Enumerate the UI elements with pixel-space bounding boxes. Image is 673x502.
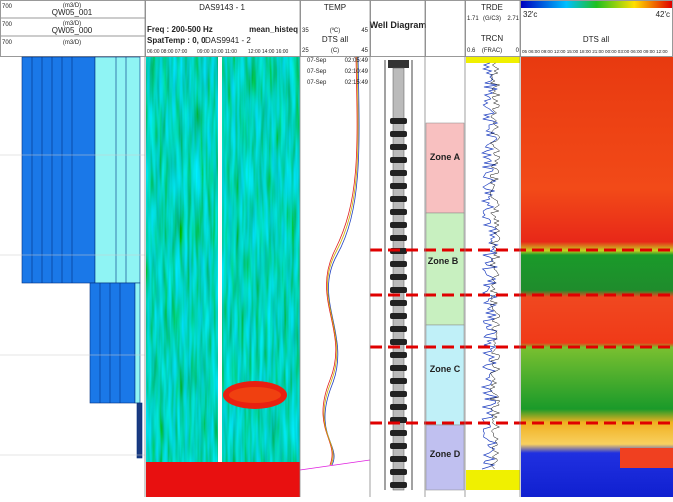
- zone-label: Zone D: [430, 449, 461, 459]
- label: 700: [2, 40, 13, 46]
- das-title: DAS9143 - 1: [199, 3, 245, 12]
- unit: (m3/D): [63, 40, 81, 46]
- zone-label: Zone A: [430, 152, 461, 162]
- trcn-unit: (FRAC): [482, 48, 502, 54]
- packer: [390, 404, 407, 410]
- temp-unit: (C): [331, 48, 339, 54]
- curve-name: QW05_001: [52, 8, 93, 17]
- packer: [390, 222, 407, 228]
- trcn-title: TRCN: [481, 34, 503, 43]
- packer: [390, 170, 407, 176]
- legend-time: 02:05:49: [345, 58, 369, 64]
- trde-fill: [466, 470, 520, 490]
- packer: [390, 209, 407, 215]
- temp-min: 35: [302, 28, 309, 34]
- das-hot: [146, 462, 300, 497]
- legend-date: 07-Sep: [307, 69, 327, 75]
- dts-time: 05 06:00 09:00 12:00 15:00 18:00 21:00 0…: [522, 49, 668, 54]
- legend-date: 07-Sep: [307, 58, 327, 64]
- das-image: [146, 57, 218, 462]
- temp-max: 45: [361, 48, 368, 54]
- dts-title: DTS all: [583, 35, 609, 44]
- colorbar-high: 42'c: [656, 10, 670, 19]
- trde-fill: [466, 57, 520, 63]
- das-spat: SpatTemp : 0, 0: [147, 36, 206, 45]
- zone-label: Zone C: [430, 364, 461, 374]
- dts-heatmap: [521, 57, 673, 497]
- legend-date: 07-Sep: [307, 80, 327, 86]
- das-hot: [229, 387, 281, 403]
- trde-unit: (G/C3): [483, 16, 501, 22]
- trde-min: 1.71: [467, 16, 479, 22]
- temp-subtitle: DTS all: [322, 35, 348, 44]
- packer: [390, 339, 407, 345]
- temp-unit: (ºC): [330, 27, 341, 34]
- trcn-min: 0.6: [467, 48, 476, 54]
- packer: [390, 274, 407, 280]
- temp-min: 25: [302, 48, 309, 54]
- well-title: Well Diagram: [370, 20, 427, 30]
- packer: [390, 118, 407, 124]
- packer: [390, 365, 407, 371]
- temp-max: 45: [361, 28, 368, 34]
- packer: [390, 196, 407, 202]
- packer: [390, 183, 407, 189]
- packer: [390, 261, 407, 267]
- dts-hot: [620, 448, 673, 468]
- das-freq: Freq : 200-500 Hz: [147, 25, 213, 34]
- packer: [390, 235, 407, 241]
- das-time: 09:00 10:00 11:00: [197, 49, 237, 55]
- packer: [390, 456, 407, 462]
- packer: [390, 469, 407, 475]
- trde-title: TRDE: [481, 3, 503, 12]
- packer: [390, 131, 407, 137]
- das-time: 12:00 14:00 16:00: [248, 49, 289, 55]
- packer: [390, 443, 407, 449]
- packer: [390, 391, 407, 397]
- packer: [390, 352, 407, 358]
- packer: [390, 326, 407, 332]
- temp-title: TEMP: [324, 3, 346, 12]
- label: 700: [2, 22, 13, 28]
- log-view: 700 (m3/D) QW05_001 700 (m3/D) QW05_000 …: [0, 0, 673, 497]
- legend-time: 02:10:49: [345, 69, 369, 75]
- packer: [390, 482, 407, 488]
- das-time: 06:00 08:00 07:00: [147, 49, 188, 55]
- packer: [390, 287, 407, 293]
- das-title: DAS9941 - 2: [205, 36, 251, 45]
- packer: [390, 157, 407, 163]
- colorbar-low: 32'c: [523, 10, 537, 19]
- packer: [390, 430, 407, 436]
- packer: [390, 144, 407, 150]
- colorbar: [521, 1, 672, 8]
- das-method: mean_histeq: [249, 25, 298, 34]
- legend-time: 02:15:49: [345, 80, 369, 86]
- packer: [390, 378, 407, 384]
- packer: [390, 300, 407, 306]
- trde-max: 2.71: [507, 16, 519, 22]
- curve-name: QW05_000: [52, 26, 93, 35]
- label: 700: [2, 4, 13, 10]
- packer: [390, 313, 407, 319]
- zones: Zone A Zone B Zone C Zone D: [426, 123, 464, 490]
- zone-label: Zone B: [428, 256, 459, 266]
